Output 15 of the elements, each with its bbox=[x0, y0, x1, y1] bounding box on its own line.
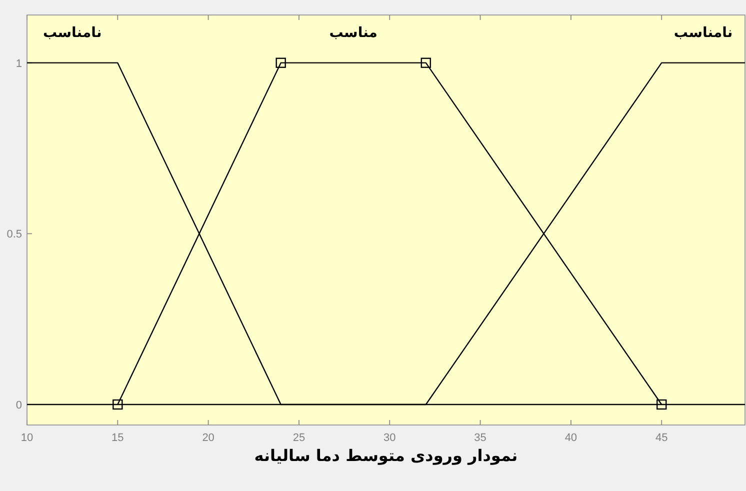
series-label: نامناسب bbox=[42, 25, 102, 41]
x-tick-label: 25 bbox=[292, 432, 306, 444]
x-tick-label: 45 bbox=[655, 432, 668, 444]
series-label: مناسب bbox=[329, 25, 378, 41]
x-tick-label: 30 bbox=[384, 432, 396, 444]
x-tick-label: 10 bbox=[20, 432, 34, 444]
series-label: نامناسب bbox=[674, 25, 733, 41]
y-tick-label: 1 bbox=[16, 58, 22, 70]
x-tick-label: 40 bbox=[564, 432, 578, 444]
x-tick-label: 20 bbox=[202, 432, 214, 444]
y-tick-label: 0.5 bbox=[6, 228, 22, 241]
x-tick-label: 15 bbox=[112, 432, 124, 444]
x-tick-label: 35 bbox=[474, 432, 486, 444]
y-tick-label: 0 bbox=[16, 400, 22, 412]
x-axis-title: نمودار ورودی متوسط دما سالیانه bbox=[254, 446, 518, 465]
